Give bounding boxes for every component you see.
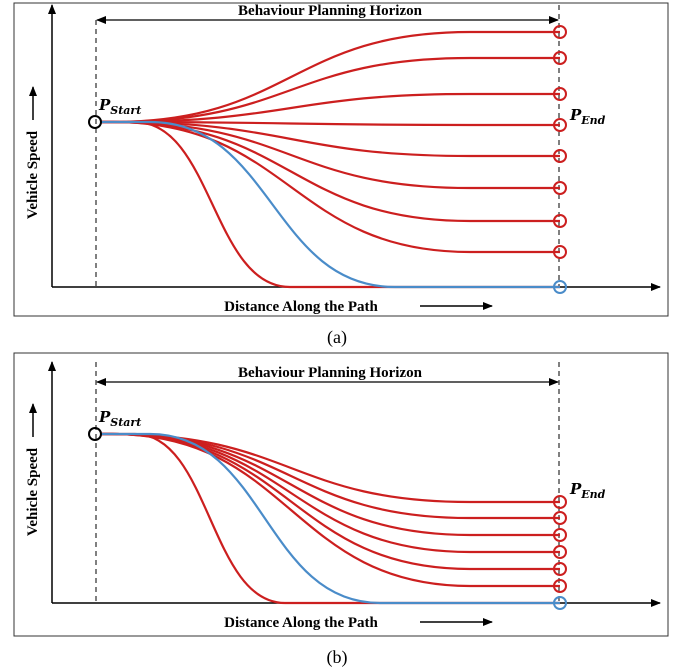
speed-profile — [100, 432, 560, 605]
end-point — [553, 579, 567, 593]
panel: Behaviour Planning Horizon Vehicle Speed D… — [13, 2, 669, 348]
panel-frame — [13, 352, 669, 637]
label-subscript: Start — [110, 104, 141, 117]
speed-profile — [100, 120, 560, 254]
y-axis-label: Vehicle Speed — [25, 130, 41, 219]
speed-profile — [100, 432, 560, 588]
speed-profile — [100, 120, 560, 289]
end-point — [553, 562, 567, 576]
end-point — [553, 545, 567, 559]
panel: Behaviour Planning Horizon Vehicle Speed D… — [13, 352, 669, 668]
horizon-label: Behaviour Planning Horizon — [238, 365, 423, 381]
speed-profile — [100, 120, 560, 223]
end-label: PEnd — [569, 106, 606, 127]
label-symbol: P — [98, 408, 111, 426]
label-subscript: End — [580, 114, 605, 127]
panel-frame — [13, 2, 669, 317]
speed-profile — [100, 56, 560, 124]
start-point — [88, 115, 102, 129]
end-point — [553, 87, 567, 101]
end-point — [553, 118, 567, 132]
panels: Behaviour Planning Horizon Vehicle Speed D… — [13, 2, 669, 668]
end-point — [553, 245, 567, 259]
end-point-stop — [553, 596, 567, 610]
end-point — [553, 511, 567, 525]
end-point — [553, 25, 567, 39]
horizon-label: Behaviour Planning Horizon — [238, 3, 423, 19]
end-point — [553, 149, 567, 163]
caption: (a) — [327, 327, 347, 348]
start-label: PStart — [98, 96, 141, 117]
start-point — [88, 427, 102, 441]
x-axis-label: Distance Along the Path — [224, 615, 378, 631]
end-point — [553, 528, 567, 542]
label-symbol: P — [98, 96, 111, 114]
end-point — [553, 51, 567, 65]
label-symbol: P — [569, 106, 582, 124]
y-axis-label: Vehicle Speed — [25, 447, 41, 536]
end-point — [553, 495, 567, 509]
x-axis-label: Distance Along the Path — [224, 299, 378, 315]
start-label: PStart — [98, 408, 141, 429]
label-subscript: End — [580, 488, 605, 501]
speed-profile — [100, 432, 560, 605]
speed-profile — [100, 120, 560, 289]
end-point — [553, 214, 567, 228]
end-point — [553, 181, 567, 195]
label-symbol: P — [569, 480, 582, 498]
end-label: PEnd — [569, 480, 606, 501]
label-subscript: Start — [110, 416, 141, 429]
caption: (b) — [327, 647, 348, 668]
speed-profile — [100, 432, 560, 504]
end-point-stop — [553, 280, 567, 294]
